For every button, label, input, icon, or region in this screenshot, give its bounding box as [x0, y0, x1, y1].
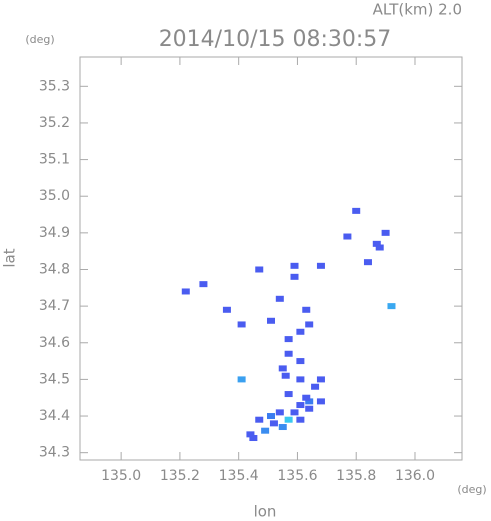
- radar-echo: [222, 306, 231, 313]
- y-axis-label: lat: [1, 248, 19, 267]
- y-tick-label: 34.6: [39, 335, 70, 351]
- radar-echo: [278, 365, 287, 372]
- radar-echo: [275, 409, 284, 416]
- y-tick-label: 34.7: [39, 298, 70, 314]
- radar-echo: [343, 233, 352, 240]
- radar-echo: [199, 281, 208, 288]
- radar-echo: [284, 416, 293, 423]
- radar-echo: [305, 398, 314, 405]
- radar-echo: [296, 328, 305, 335]
- y-tick-label: 34.5: [39, 371, 70, 387]
- x-tick-label: 135.0: [101, 468, 141, 484]
- x-tick-label: 135.8: [336, 468, 376, 484]
- x-tick-label: 135.4: [219, 468, 259, 484]
- radar-echo: [237, 376, 246, 383]
- chart-title: 2014/10/15 08:30:57: [159, 27, 392, 52]
- radar-echo: [275, 295, 284, 302]
- radar-echo: [255, 266, 264, 273]
- radar-echo: [237, 321, 246, 328]
- radar-echo: [290, 273, 299, 280]
- radar-echo: [249, 435, 258, 442]
- x-tick-label: 135.6: [277, 468, 317, 484]
- y-tick-label: 34.4: [39, 408, 70, 424]
- y-tick-label: 35.2: [39, 115, 70, 131]
- radar-echo: [381, 229, 390, 236]
- radar-echo: [281, 372, 290, 379]
- radar-echo: [267, 317, 275, 324]
- radar-echo: [296, 402, 305, 409]
- radar-echo: [181, 288, 190, 295]
- radar-echo: [278, 424, 287, 431]
- radar-echo: [316, 262, 325, 269]
- chart-subtitle: ALT(km) 2.0: [373, 1, 462, 19]
- radar-echo: [290, 262, 299, 269]
- radar-echo: [267, 413, 275, 420]
- radar-echo: [372, 240, 381, 247]
- radar-echo: [284, 350, 293, 357]
- radar-echo: [316, 398, 325, 405]
- plot-frame: [79, 56, 463, 461]
- radar-echo: [261, 427, 270, 434]
- y-tick-label: 34.9: [39, 225, 70, 241]
- y-unit: (deg): [25, 33, 54, 46]
- x-tick-label: 135.2: [160, 468, 200, 484]
- y-tick-label: 35.1: [39, 152, 70, 168]
- y-tick-label: 35.3: [39, 78, 70, 94]
- radar-echo: [296, 416, 305, 423]
- radar-echo: [284, 336, 293, 343]
- radar-echo: [375, 244, 384, 251]
- radar-echo: [387, 303, 396, 310]
- x-tick-label: 136.0: [395, 468, 435, 484]
- radar-echo: [311, 383, 320, 390]
- radar-echo: [305, 321, 314, 328]
- y-tick-label: 34.3: [39, 445, 70, 461]
- y-tick-label: 34.8: [39, 261, 70, 277]
- radar-echo: [296, 358, 305, 365]
- y-tick-label: 35.0: [39, 188, 70, 204]
- x-axis-label: lon: [254, 503, 277, 521]
- radar-echo: [316, 376, 325, 383]
- radar-echo: [302, 306, 311, 313]
- radar-echo: [255, 416, 264, 423]
- radar-echo: [296, 376, 305, 383]
- radar-echo: [302, 394, 311, 401]
- radar-echo: [305, 405, 314, 412]
- radar-echo: [284, 391, 293, 398]
- radar-echo: [363, 259, 372, 266]
- radar-echo: [269, 420, 278, 427]
- radar-echo: [352, 207, 361, 214]
- radar-echo: [290, 409, 299, 416]
- radar-echo: [246, 431, 255, 438]
- x-unit: (deg): [457, 483, 486, 496]
